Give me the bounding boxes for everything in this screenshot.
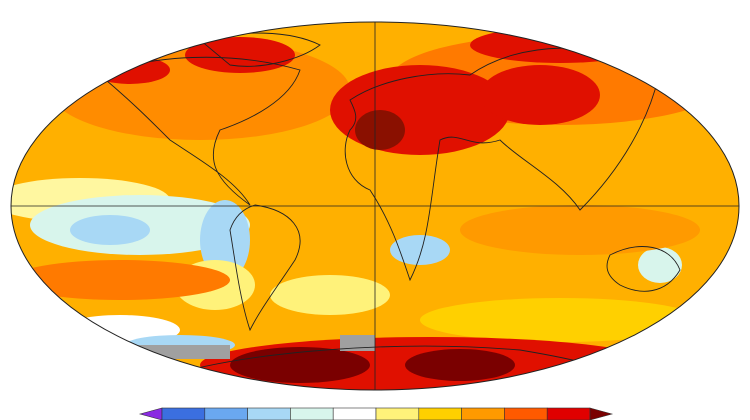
colorbar-swatch xyxy=(375,407,420,420)
colorbar-swatch xyxy=(161,407,206,420)
colorbar-swatch xyxy=(461,407,505,420)
colorbar-swatch xyxy=(247,407,291,420)
colorbar-arrow-low xyxy=(138,407,163,420)
colorbar xyxy=(138,407,614,420)
map-outline xyxy=(10,21,740,391)
colorbar-swatch xyxy=(504,407,548,420)
colorbar-arrow-high xyxy=(589,407,614,420)
colorbar-swatch xyxy=(418,407,462,420)
colorbar-swatch xyxy=(332,407,377,420)
colorbar-swatch xyxy=(290,407,334,420)
colorbar-swatch xyxy=(204,407,248,420)
colorbar-swatch xyxy=(546,407,591,420)
